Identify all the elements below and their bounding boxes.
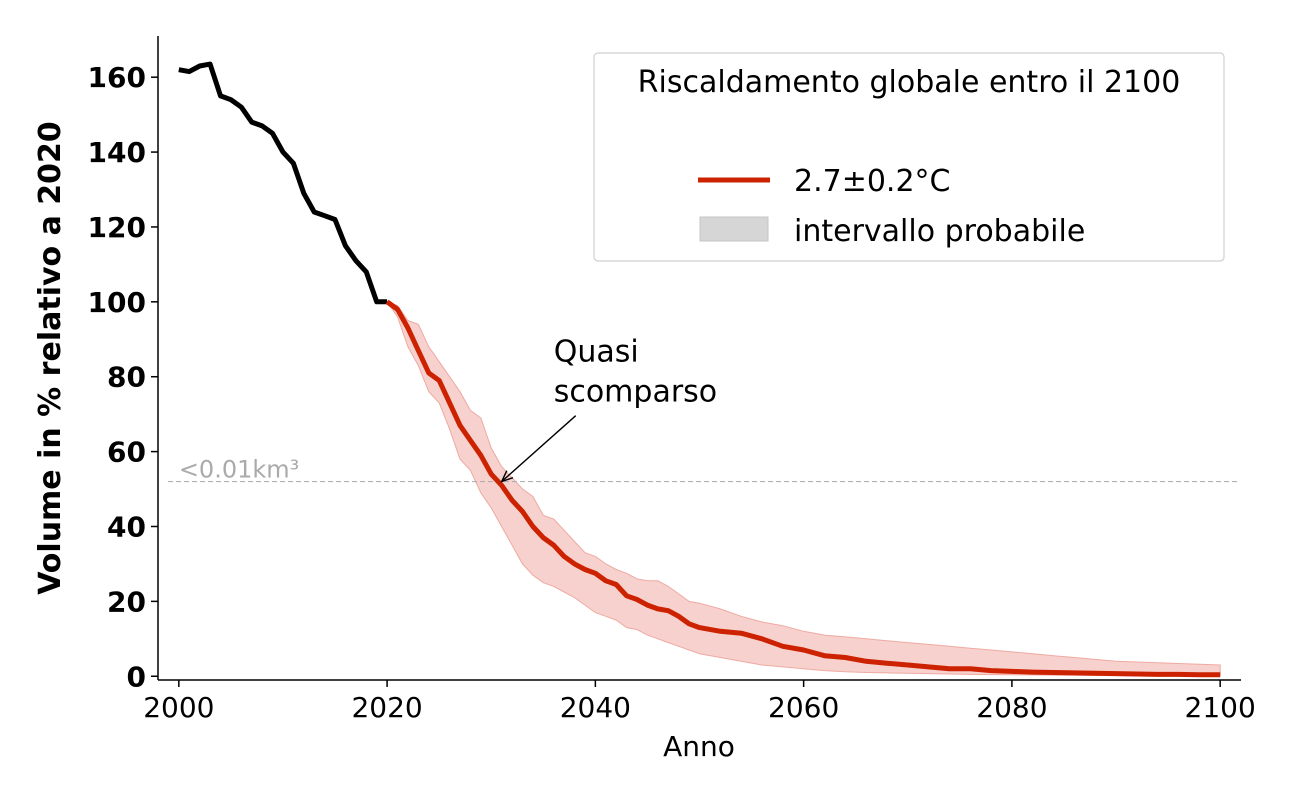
likely-range-band — [385, 300, 1221, 677]
y-tick-label: 120 — [88, 211, 146, 244]
y-tick-label: 20 — [107, 585, 146, 618]
y-tick-label: 100 — [88, 286, 146, 319]
x-axis-title: Anno — [663, 730, 735, 763]
annotation-arrowhead — [500, 470, 514, 483]
annotation-line-1: Quasi — [554, 335, 639, 370]
legend-title: Riscaldamento globale entro il 2100 — [638, 65, 1181, 100]
y-tick-label: 140 — [88, 136, 146, 169]
y-tick-label: 0 — [127, 660, 146, 693]
y-tick-label: 160 — [88, 61, 146, 94]
legend-entry-projection: 2.7±0.2°C — [794, 164, 951, 199]
legend: Riscaldamento globale entro il 2100 2.7±… — [593, 52, 1225, 262]
y-tick-label: 60 — [107, 436, 146, 469]
y-ticks: 0 20 40 60 80 100 120 140 160 — [88, 61, 158, 693]
x-tick-label: 2020 — [351, 691, 422, 724]
threshold-label: <0.01km³ — [179, 456, 299, 484]
x-tick-label: 2100 — [1185, 691, 1256, 724]
annotation-line-2: scomparso — [554, 375, 717, 410]
legend-band-swatch — [699, 216, 769, 242]
x-tick-label: 2000 — [143, 691, 214, 724]
x-tick-label: 2060 — [768, 691, 839, 724]
projection-line — [385, 299, 1221, 678]
x-ticks: 2000 2020 2040 2060 2080 2100 — [143, 680, 1256, 724]
y-axis-title: Volume in % relativo a 2020 — [33, 121, 68, 595]
legend-entry-band: intervallo probabile — [794, 214, 1085, 249]
y-tick-label: 40 — [107, 510, 146, 543]
annotation-arrow — [501, 415, 577, 483]
observed-line — [178, 61, 388, 305]
y-tick-label: 80 — [107, 361, 146, 394]
x-tick-label: 2080 — [976, 691, 1047, 724]
legend-box — [593, 52, 1225, 262]
annotation-text: Quasi scomparso — [554, 335, 717, 410]
x-tick-label: 2040 — [560, 691, 631, 724]
